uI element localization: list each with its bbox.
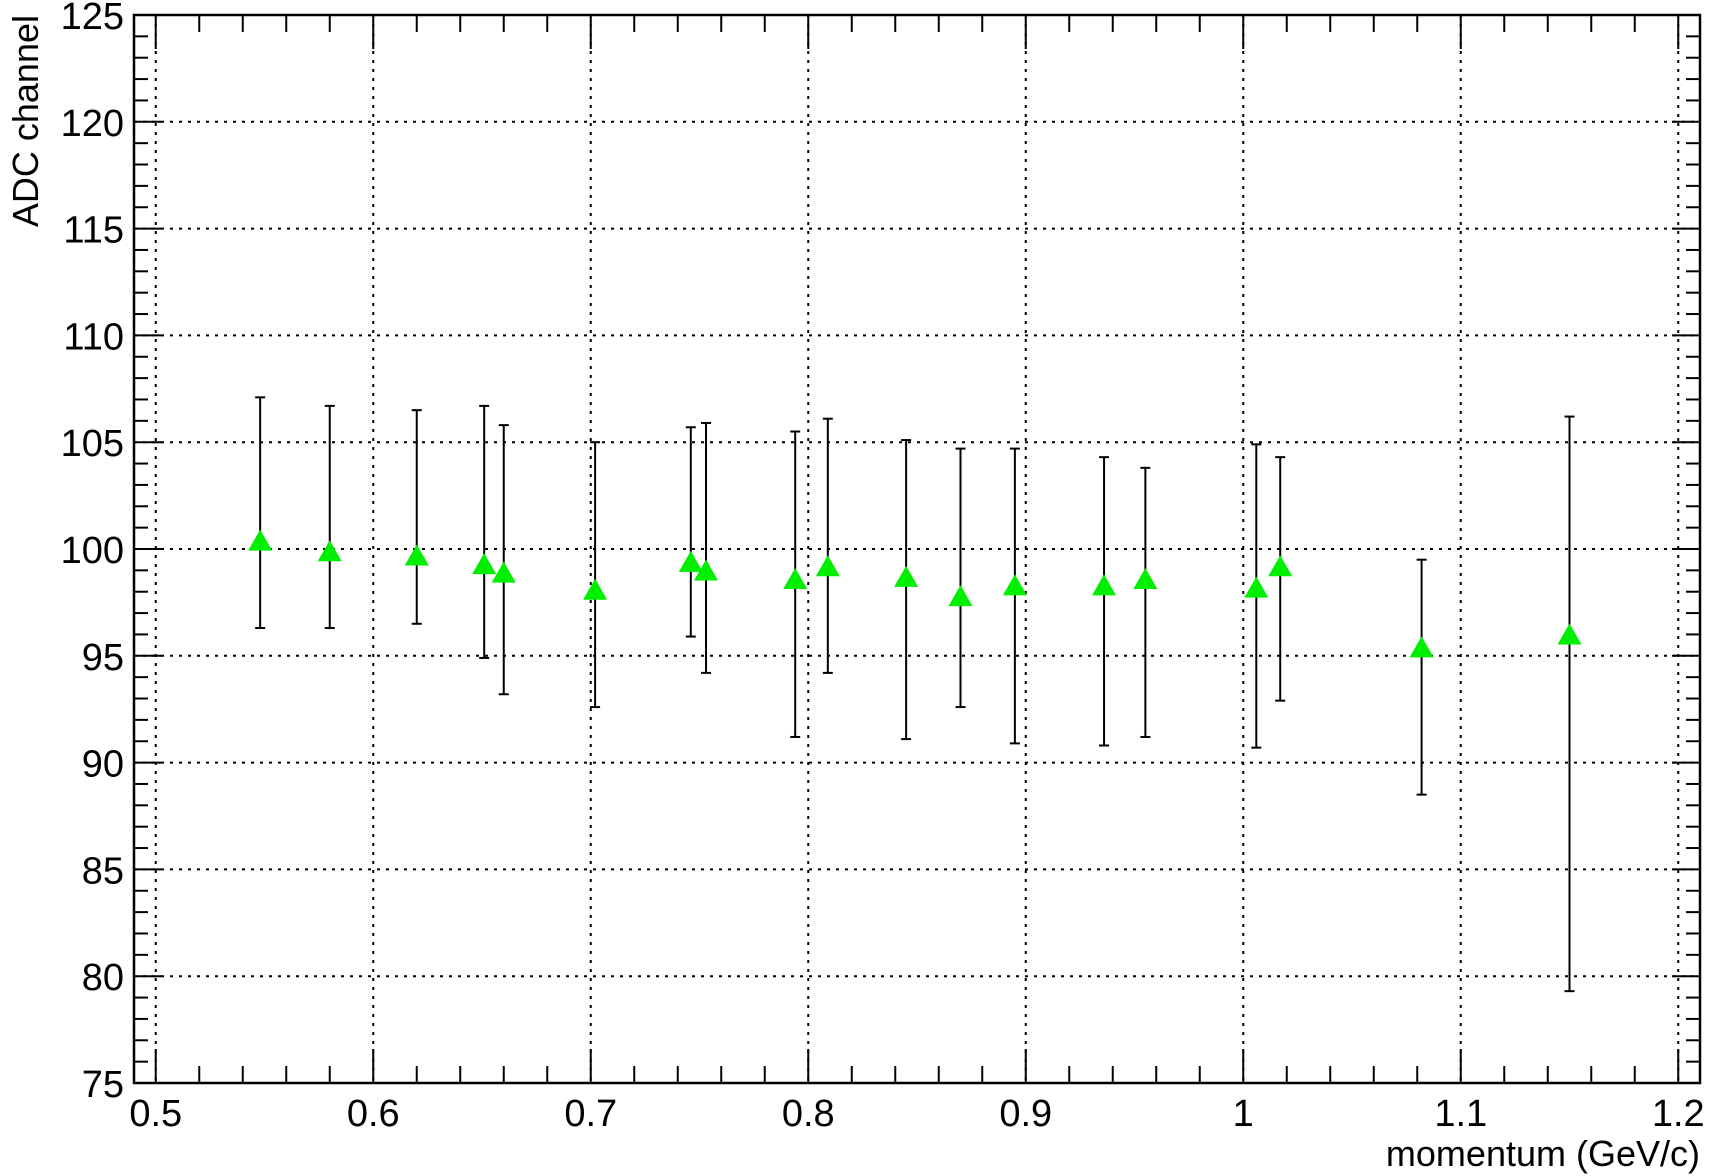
y-tick-label: 105 xyxy=(61,423,124,465)
error-bar xyxy=(255,396,266,630)
y-tick-label: 120 xyxy=(61,103,124,145)
data-point-triangle xyxy=(894,565,919,587)
data-markers xyxy=(248,529,1582,658)
data-point-triangle xyxy=(1557,623,1582,645)
x-axis-title: momentum (GeV/c) xyxy=(1386,1133,1700,1174)
data-point-triangle xyxy=(1133,568,1158,590)
data-point-triangle xyxy=(248,529,273,551)
x-axis-tick-labels: 0.5 0.6 0.7 0.8 0.9 1 1.1 1.2 xyxy=(129,1093,1704,1135)
error-bar xyxy=(498,424,509,696)
x-tick-label: 0.6 xyxy=(347,1093,400,1135)
error-bar xyxy=(590,441,601,709)
x-tick-label: 0.8 xyxy=(782,1093,835,1135)
data-point-triangle xyxy=(1409,636,1434,658)
y-tick-label: 125 xyxy=(61,0,124,38)
data-point-triangle xyxy=(948,585,973,607)
data-point-triangle xyxy=(1002,574,1027,596)
data-point-triangle xyxy=(1268,555,1293,577)
data-point-triangle xyxy=(317,540,342,562)
error-bar xyxy=(479,404,490,659)
plot-frame xyxy=(132,13,1702,1085)
error-bar xyxy=(701,421,712,674)
error-bar xyxy=(901,439,912,741)
y-tick-label: 95 xyxy=(82,637,124,679)
x-tick-label: 1.1 xyxy=(1434,1093,1487,1135)
data-point-triangle xyxy=(1244,576,1269,598)
error-bar xyxy=(324,404,335,630)
data-point-triangle xyxy=(678,550,703,572)
error-bar xyxy=(411,409,422,625)
error-bar xyxy=(1275,456,1286,702)
x-tick-label: 1.2 xyxy=(1652,1093,1705,1135)
error-bar xyxy=(822,417,833,674)
data-point-triangle xyxy=(491,561,516,583)
data-point-triangle xyxy=(404,544,429,566)
y-axis-title: ADC channel xyxy=(5,15,46,227)
y-tick-label: 85 xyxy=(82,850,124,892)
data-point-triangle xyxy=(583,578,608,600)
error-bar xyxy=(685,426,696,638)
y-tick-label: 80 xyxy=(82,957,124,999)
error-bar xyxy=(1099,456,1110,747)
y-axis-tick-labels: 75 80 85 90 95 100 105 110 115 120 125 xyxy=(61,0,124,1106)
error-bars xyxy=(255,396,1575,993)
data-point-triangle xyxy=(1092,574,1117,596)
y-tick-label: 90 xyxy=(82,744,124,786)
error-bar xyxy=(1140,466,1151,738)
axis-ticks xyxy=(134,14,1700,1084)
x-tick-label: 1 xyxy=(1233,1093,1254,1135)
data-point-triangle xyxy=(694,559,719,581)
grid-lines xyxy=(134,15,1700,1083)
y-tick-label: 100 xyxy=(61,530,124,572)
y-tick-label: 75 xyxy=(82,1064,124,1106)
x-tick-label: 0.9 xyxy=(999,1093,1052,1135)
y-tick-label: 110 xyxy=(63,316,124,358)
y-tick-label: 115 xyxy=(63,210,124,252)
data-point-triangle xyxy=(783,568,808,590)
error-bar xyxy=(955,447,966,709)
x-tick-label: 0.7 xyxy=(564,1093,617,1135)
x-tick-label: 0.5 xyxy=(129,1093,182,1135)
error-bar xyxy=(1416,558,1427,796)
error-bar xyxy=(1009,447,1020,745)
data-point-triangle xyxy=(815,555,840,577)
error-bar xyxy=(1564,415,1575,993)
data-point-triangle xyxy=(472,553,497,575)
